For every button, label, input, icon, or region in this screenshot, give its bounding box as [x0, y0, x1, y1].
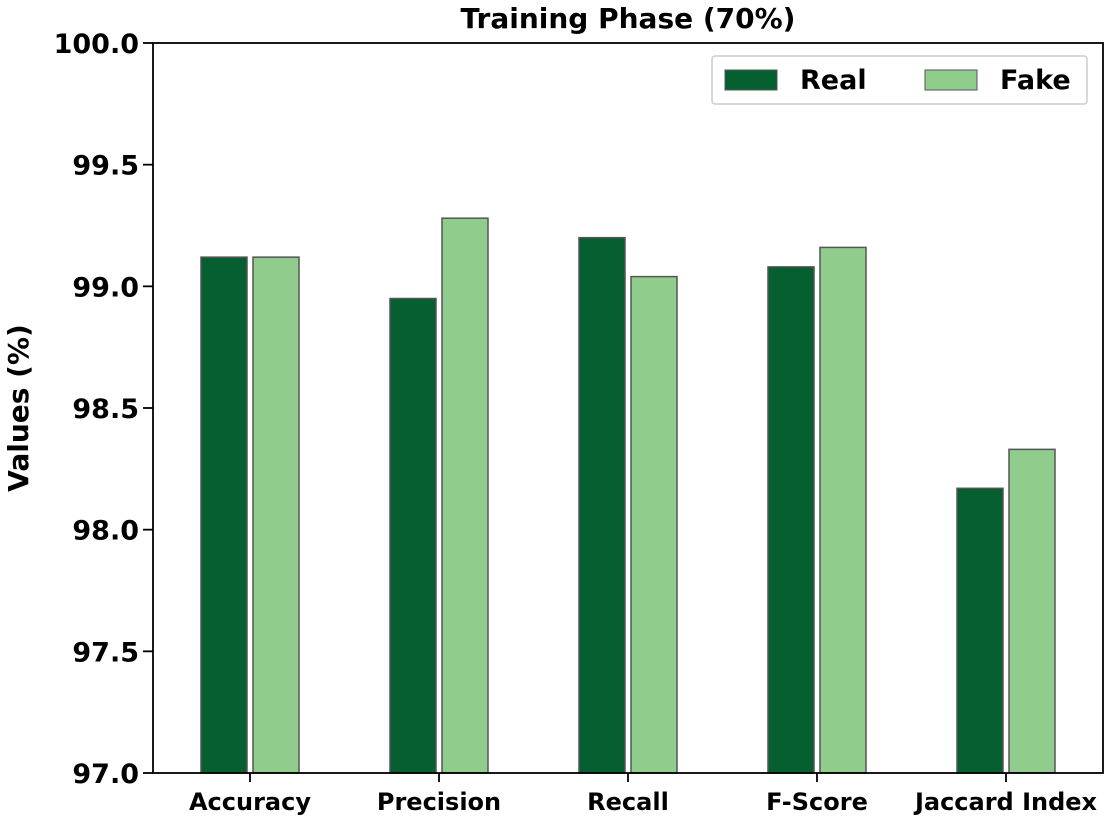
legend-swatch-fake [924, 69, 978, 91]
legend: Real Fake [711, 55, 1088, 105]
x-axis: Accuracy Precision Recall F-Score Jaccard In… [189, 773, 1098, 816]
x-tick-label: Jaccard Index [913, 788, 1098, 816]
y-tick-label: 99.0 [72, 272, 139, 303]
y-axis-label: Values (%) [2, 324, 35, 492]
chart-title: Training Phase (70%) [461, 2, 796, 35]
bar-real [956, 487, 1004, 774]
bar-real [389, 297, 437, 774]
bar-fake [1008, 448, 1056, 774]
y-tick-label: 97.0 [72, 759, 139, 790]
y-tick-label: 100.0 [54, 29, 139, 60]
bars-group [200, 217, 1056, 774]
legend-label-real: Real [800, 65, 867, 96]
y-tick-label: 99.5 [72, 151, 139, 182]
bar-fake [441, 217, 489, 774]
bar-fake [630, 275, 678, 774]
x-tick-label: Precision [377, 788, 501, 816]
x-tick-label: F-Score [766, 788, 868, 816]
bar-real [767, 266, 815, 774]
x-tick-label: Recall [587, 788, 669, 816]
y-tick-label: 98.0 [72, 516, 139, 547]
legend-label-fake: Fake [1000, 65, 1071, 96]
legend-swatch-real [724, 69, 778, 91]
bar-real [578, 236, 626, 774]
y-axis: 97.0 97.5 98.0 98.5 99.0 99.5 100.0 [54, 29, 153, 790]
bar-real [200, 256, 248, 774]
x-tick-label: Accuracy [189, 788, 311, 816]
bar-fake [252, 256, 300, 774]
bar-fake [819, 246, 867, 774]
y-tick-label: 98.5 [72, 394, 139, 425]
y-tick-label: 97.5 [72, 637, 139, 668]
legend-frame [711, 55, 1088, 105]
